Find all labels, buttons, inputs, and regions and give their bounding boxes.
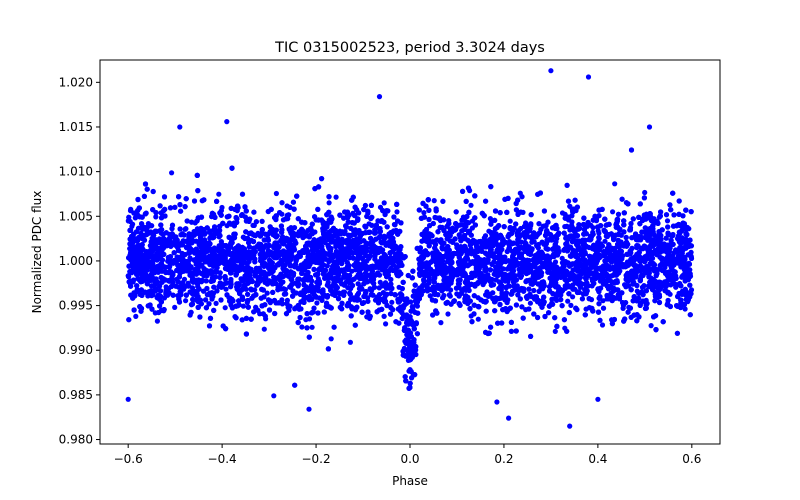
data-point — [326, 200, 332, 206]
data-point — [568, 302, 574, 308]
data-point — [183, 298, 189, 304]
data-point — [216, 191, 222, 197]
data-point — [559, 255, 565, 261]
data-point — [648, 323, 654, 329]
data-point — [263, 316, 269, 322]
data-point — [213, 300, 219, 306]
data-point — [133, 313, 139, 319]
data-point — [531, 287, 537, 294]
data-point — [157, 288, 163, 294]
data-point — [688, 287, 695, 293]
data-point — [128, 206, 134, 212]
data-point — [223, 286, 229, 292]
data-point — [169, 170, 175, 176]
data-point — [273, 190, 279, 197]
data-point — [642, 189, 648, 196]
data-point — [682, 306, 688, 312]
data-point — [222, 305, 228, 311]
data-point — [475, 316, 481, 322]
data-point — [279, 297, 285, 303]
data-point — [596, 230, 602, 236]
data-point — [333, 194, 339, 200]
data-point — [431, 198, 437, 204]
data-point — [559, 210, 566, 216]
data-point — [394, 209, 400, 215]
data-point — [153, 214, 159, 220]
data-point — [468, 202, 474, 208]
data-point — [421, 210, 427, 216]
data-point — [552, 328, 558, 334]
data-point — [570, 294, 576, 300]
data-point — [507, 218, 513, 224]
data-point — [219, 204, 225, 211]
data-point — [314, 300, 320, 306]
data-point — [610, 209, 616, 215]
data-point — [328, 336, 334, 342]
data-point — [261, 326, 267, 332]
data-point — [299, 324, 305, 330]
data-point — [264, 290, 270, 296]
data-point — [154, 318, 160, 324]
data-point — [612, 181, 618, 187]
data-point — [383, 321, 389, 327]
data-point — [565, 298, 571, 304]
data-point — [240, 303, 246, 309]
data-point — [306, 316, 313, 322]
data-point — [438, 320, 444, 326]
data-point — [590, 225, 596, 231]
data-points — [125, 68, 695, 429]
data-point — [527, 300, 534, 306]
data-point — [600, 298, 606, 304]
data-point — [664, 218, 671, 224]
data-point — [602, 238, 608, 244]
data-point — [389, 299, 395, 305]
data-point — [599, 322, 606, 328]
data-point — [445, 311, 451, 317]
data-point — [347, 339, 353, 345]
data-point — [172, 304, 178, 310]
chart-title: TIC 0315002523, period 3.3024 days — [274, 40, 545, 56]
data-point — [408, 299, 414, 305]
data-point — [381, 200, 387, 206]
data-point — [309, 324, 315, 330]
